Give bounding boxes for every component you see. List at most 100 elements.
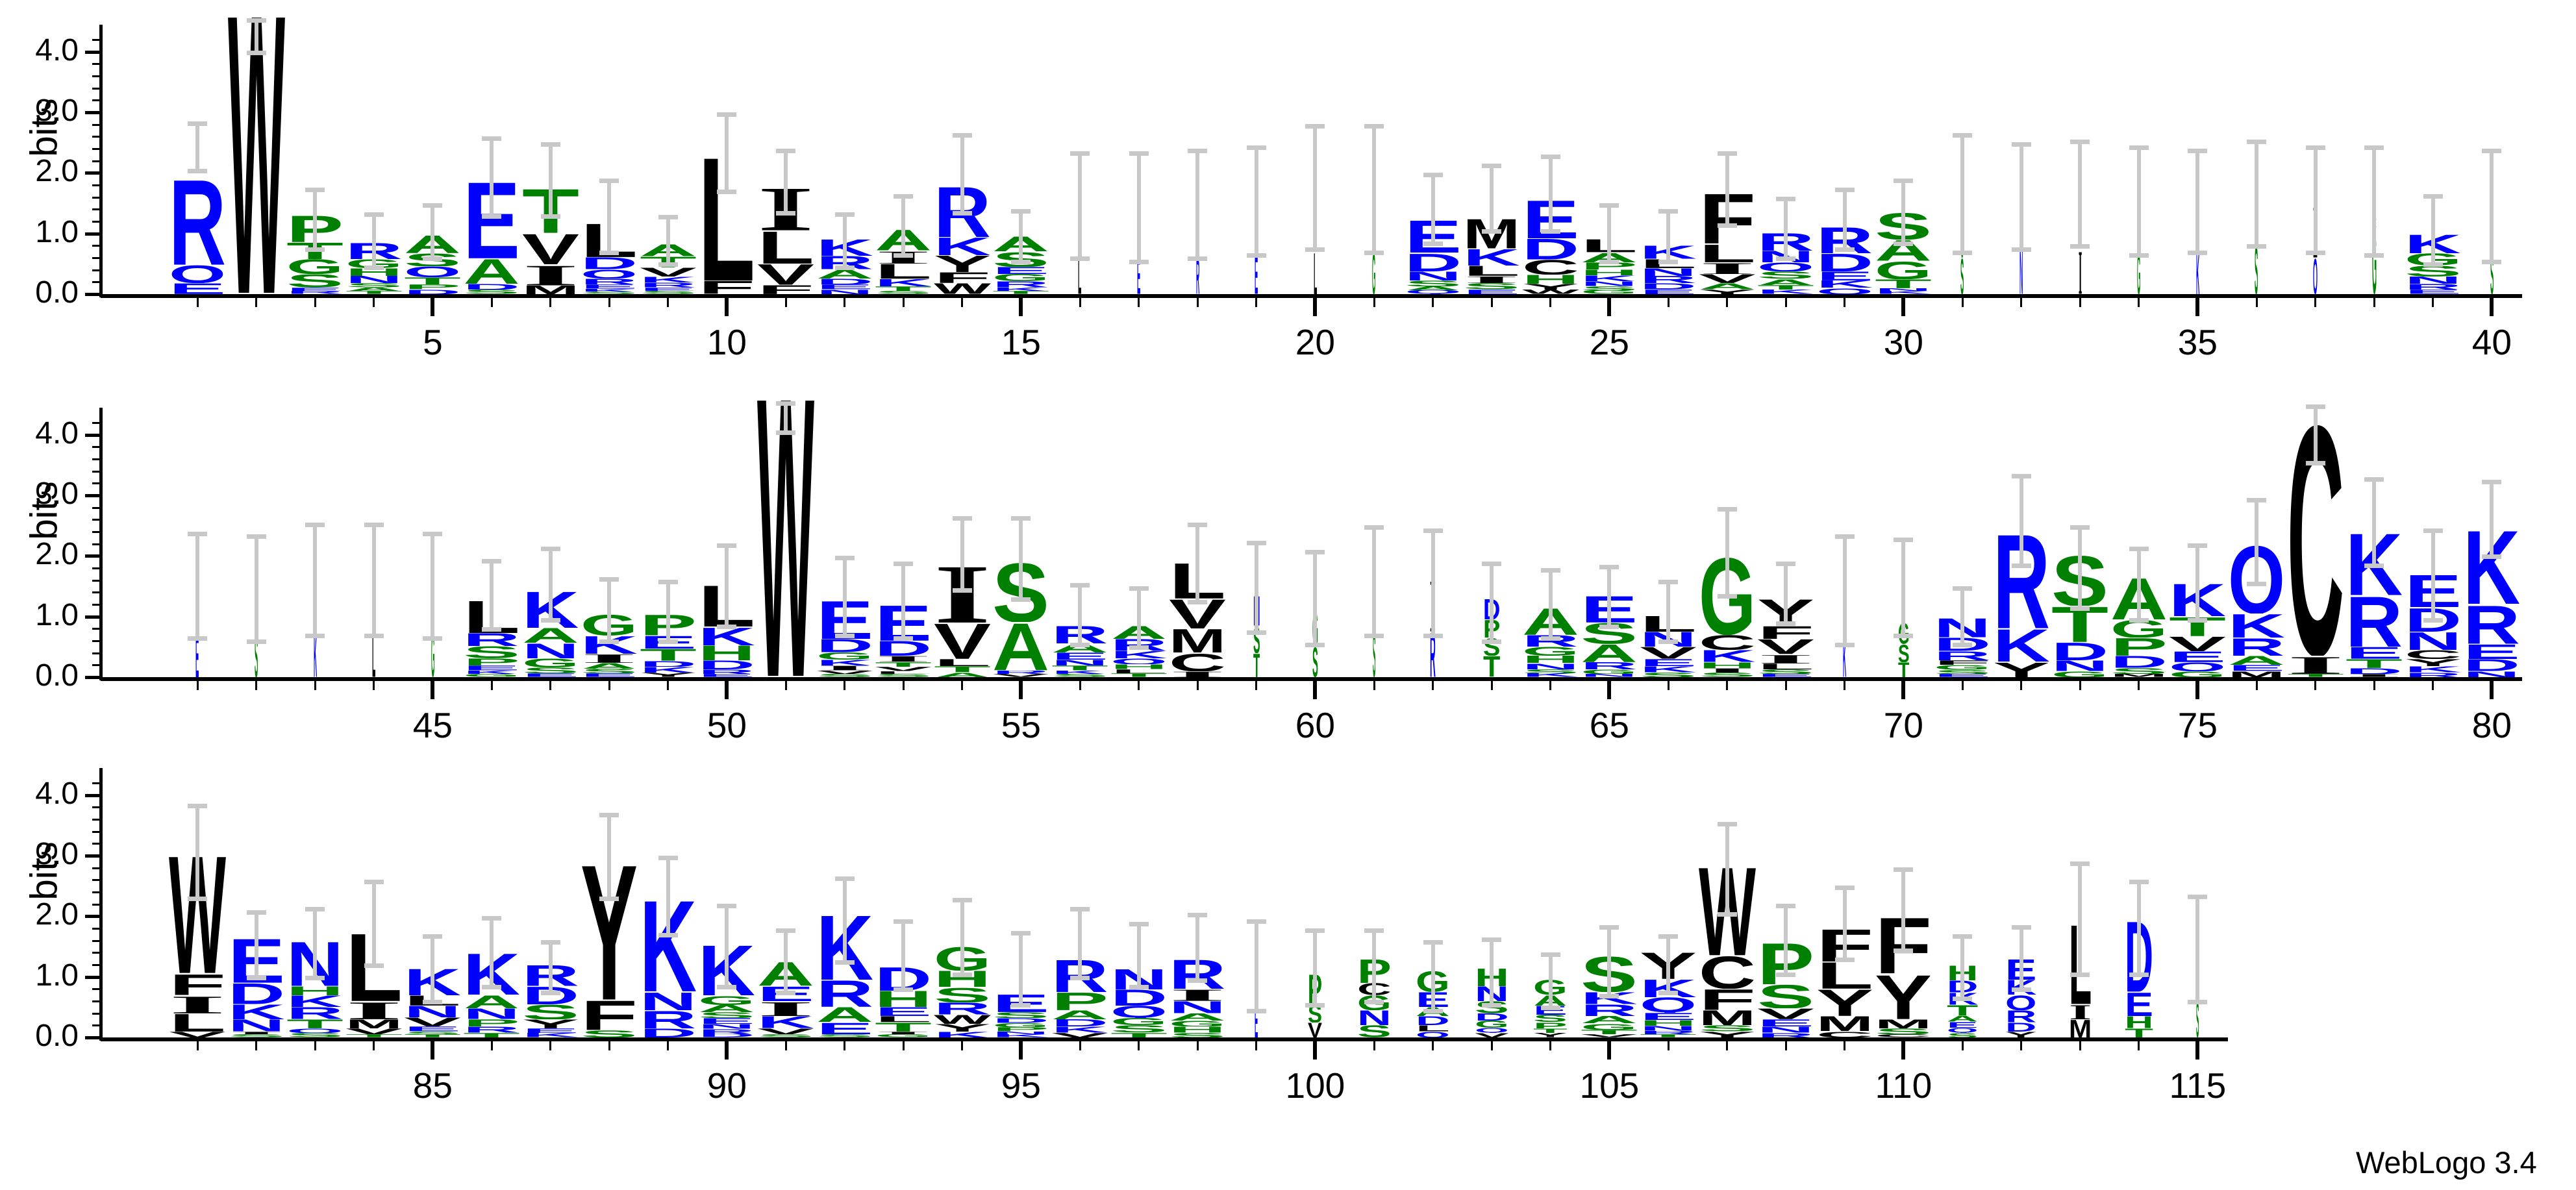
residue-letter-G: G <box>286 259 344 274</box>
svg-text:N: N <box>228 1019 285 1032</box>
residue-letter-F: F <box>581 1000 638 1030</box>
error-bar-cap-top <box>599 179 619 184</box>
residue-letter-R: R <box>581 279 638 284</box>
y-minor-tick <box>92 519 101 521</box>
svg-text:D: D <box>581 257 638 269</box>
svg-text:N: N <box>1757 1026 1814 1032</box>
x-tick-label: 70 <box>1883 705 1923 745</box>
residue-letter-K: K <box>314 632 317 677</box>
error-bar-cap-top <box>2482 480 2502 485</box>
residue-letter-S: S <box>1308 1004 1322 1023</box>
x-minor-tick <box>1726 298 1729 307</box>
error-bar-cap-bottom <box>1188 256 1208 262</box>
error-bar-line <box>371 883 376 965</box>
error-bar-cap-bottom <box>894 987 914 993</box>
svg-text:W: W <box>934 283 991 294</box>
residue-letter-K: K <box>1051 1026 1108 1032</box>
y-minor-tick <box>92 830 101 833</box>
error-bar-cap-bottom <box>1658 991 1678 996</box>
y-minor-tick <box>92 806 101 809</box>
error-bar-line <box>1019 212 1023 261</box>
error-bar-cap-top <box>246 534 266 539</box>
residue-letter-Q: Q <box>1405 290 1462 294</box>
residue-letter-S: S <box>286 1033 344 1037</box>
residue-letter-R: R <box>286 291 344 294</box>
y-tick-label: 2.0 <box>35 897 79 932</box>
x-minor-tick <box>1784 298 1787 307</box>
error-bar-cap-top <box>1834 534 1855 539</box>
svg-text:Y: Y <box>2005 1032 2036 1037</box>
error-bar-cap-bottom <box>1482 1002 1502 1008</box>
x-minor-tick <box>784 298 787 307</box>
svg-text:L: L <box>875 264 932 279</box>
error-bar-cap-top <box>1953 934 1972 939</box>
svg-text:T: T <box>875 662 932 667</box>
svg-text:V: V <box>1640 647 1697 659</box>
svg-text:T: T <box>463 1033 520 1037</box>
x-minor-tick <box>902 298 905 307</box>
residue-letter-Q: Q <box>404 266 461 277</box>
svg-text:Y: Y <box>934 255 991 272</box>
residue-letter-E: E <box>816 1023 873 1035</box>
residue-letter-I: I <box>1699 668 1756 673</box>
error-bar-cap-top <box>540 547 560 552</box>
error-bar-line <box>2255 501 2258 584</box>
x-minor-tick <box>1490 681 1493 690</box>
y-minor-tick <box>92 63 101 66</box>
x-minor-tick <box>1726 681 1729 690</box>
residue-letter-P: P <box>2110 638 2168 656</box>
residue-letter-D: D <box>1640 283 1697 289</box>
error-bar-cap-top <box>305 907 325 912</box>
svg-text:Q: Q <box>2169 662 2226 671</box>
svg-text:L: L <box>1463 266 1520 276</box>
residue-letter-K: K <box>1816 280 1873 288</box>
residue-letter-K: K <box>1522 673 1579 677</box>
svg-text:N: N <box>816 290 873 294</box>
x-minor-tick <box>2373 681 2375 690</box>
error-bar-cap-top <box>1129 586 1149 591</box>
residue-letter-T: T <box>1875 279 1932 288</box>
y-minor-tick <box>92 628 101 630</box>
residue-letter-G: G <box>1169 1021 1226 1026</box>
svg-text:R: R <box>640 282 697 287</box>
y-tick-label: 1.0 <box>35 958 79 993</box>
svg-text:T: T <box>2125 1028 2153 1037</box>
residue-letter-S: S <box>345 283 403 288</box>
residue-letter-T: T <box>1483 656 1500 677</box>
error-bar-cap-bottom <box>540 214 560 219</box>
logo-row-2: 0.01.02.03.04.0bitsNEGSRKIL45SGLRSPEKGKA… <box>0 383 2576 763</box>
error-bar-cap-bottom <box>2364 564 2384 569</box>
svg-text:S: S <box>255 635 258 677</box>
svg-text:T: T <box>404 277 461 284</box>
residue-letter-D: D <box>1051 1019 1108 1026</box>
residue-letter-H: H <box>698 645 755 660</box>
residue-letter-Q: Q <box>1640 997 1697 1012</box>
svg-text:S: S <box>1699 673 1756 677</box>
error-bar-cap-bottom <box>305 247 325 253</box>
svg-text:R: R <box>463 633 520 647</box>
error-bar-line <box>1254 149 1258 255</box>
residue-letter-S: S <box>1581 286 1638 291</box>
svg-text:E: E <box>640 288 697 291</box>
residue-letter-I: I <box>228 1032 285 1035</box>
svg-text:S: S <box>1169 1033 1226 1037</box>
error-bar-cap-top <box>2423 193 2443 199</box>
x-major-tick <box>2195 298 2200 316</box>
error-bar-line <box>842 215 847 267</box>
svg-text:R: R <box>1581 662 1638 669</box>
error-bar-line <box>1490 940 1494 1004</box>
residue-letter-S: S <box>1757 271 1814 279</box>
x-minor-tick <box>1432 298 1434 307</box>
residue-letter-N: N <box>2405 632 2462 650</box>
svg-text:E: E <box>1816 271 1873 280</box>
residue-letter-K: K <box>1875 291 1932 294</box>
residue-letter-P: P <box>1533 1023 1568 1028</box>
y-minor-tick <box>92 939 101 942</box>
residue-letter-S: S <box>1253 626 1260 653</box>
error-bar-cap-bottom <box>1364 1000 1384 1005</box>
x-tick-label: 10 <box>707 322 747 362</box>
svg-text:A: A <box>463 258 520 284</box>
svg-text:M: M <box>1875 1019 1932 1028</box>
x-minor-tick <box>196 681 199 690</box>
residue-letter-L: L <box>1699 244 1756 262</box>
